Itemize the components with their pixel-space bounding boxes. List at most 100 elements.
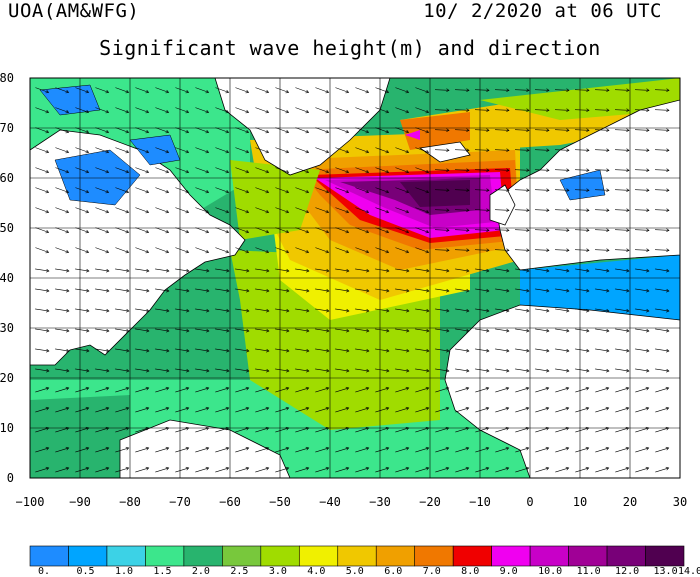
wave-arrow — [375, 406, 390, 413]
wave-arrow — [395, 87, 410, 94]
wave-arrow — [175, 348, 190, 353]
colorbar-swatch — [645, 545, 685, 567]
wave-arrow — [434, 88, 450, 93]
shallow-water-patches — [39, 84, 606, 206]
wave-arrow — [495, 328, 510, 333]
wave-arrow — [615, 268, 630, 273]
wave-arrow — [95, 446, 110, 453]
wave-arrow — [614, 208, 630, 213]
wave-arrow — [435, 308, 450, 313]
wave-arrow — [175, 87, 190, 94]
wave-arrow — [295, 147, 310, 154]
wave-arrow — [375, 328, 390, 333]
wave-arrow — [255, 466, 270, 473]
wave-arrow — [555, 406, 570, 413]
wave-arrow — [155, 406, 170, 413]
wave-arrow — [614, 248, 630, 253]
wave-arrow — [175, 147, 190, 154]
wave-arrow — [235, 386, 250, 393]
colorbar-swatch — [491, 545, 531, 567]
wave-arrow — [215, 466, 230, 473]
wave-arrow — [315, 348, 330, 353]
wave-arrow — [55, 147, 70, 154]
wave-arrow — [235, 368, 250, 373]
wave-arrow — [475, 308, 490, 313]
wave-arrow — [155, 147, 170, 154]
wave-arrow — [455, 466, 470, 473]
colorbar-swatch — [337, 545, 377, 567]
latitude-tick-label: 40 — [0, 271, 14, 285]
wave-arrow — [235, 187, 250, 194]
wave-arrow — [654, 168, 670, 173]
wave-arrow — [495, 348, 510, 353]
wave-arrow — [295, 187, 310, 194]
wave-arrow — [434, 108, 450, 113]
wave-arrow — [195, 87, 210, 94]
wave-arrow — [555, 386, 570, 393]
wave-arrow — [335, 187, 350, 194]
wave-arrow — [55, 446, 70, 453]
wave-arrow — [115, 328, 130, 333]
wave-arrow — [215, 406, 230, 413]
latitude-tick-label: 0 — [7, 471, 14, 485]
wave-arrow — [595, 446, 610, 453]
wave-arrow — [375, 207, 390, 214]
wave-arrow — [655, 268, 670, 273]
wave-arrow — [514, 228, 530, 233]
wave-arrow — [454, 228, 470, 233]
wave-arrow — [415, 247, 430, 254]
wave-arrow — [275, 368, 290, 373]
wave-arrow — [495, 406, 510, 413]
wave-arrow — [375, 107, 390, 114]
wave-arrow — [255, 167, 270, 174]
wave-arrow — [435, 288, 450, 293]
wave-arrow — [235, 446, 250, 453]
wave-arrow — [654, 208, 670, 213]
wave-arrow — [335, 167, 350, 174]
wave-arrow — [75, 426, 90, 433]
wave-arrow — [534, 108, 550, 113]
wave-arrow — [435, 466, 450, 473]
colorbar-label: 1.0 — [114, 566, 133, 577]
longitude-tick-label: −70 — [169, 495, 191, 509]
latitude-tick-label: 30 — [0, 321, 14, 335]
wave-arrow — [155, 227, 170, 234]
wave-arrow — [335, 288, 350, 293]
wave-arrow — [355, 107, 370, 114]
colorbar-swatch — [606, 545, 646, 567]
wave-arrow — [115, 348, 130, 353]
wave-arrow — [615, 466, 630, 473]
wave-arrow — [115, 147, 130, 154]
wave-arrow — [534, 168, 550, 173]
wave-arrow — [195, 127, 210, 134]
wave-arrow — [574, 88, 590, 93]
wave-arrow — [614, 168, 630, 173]
wave-arrow — [75, 227, 90, 234]
wave-arrow — [415, 406, 430, 413]
wave-arrow — [55, 466, 70, 473]
wave-arrow — [514, 188, 530, 193]
wave-arrow — [554, 88, 570, 93]
wave-arrow — [195, 386, 210, 393]
wave-arrow — [474, 168, 490, 173]
wave-arrow — [395, 207, 410, 214]
wave-arrow — [95, 107, 110, 114]
wave-arrow — [395, 348, 410, 353]
colorbar — [29, 545, 685, 567]
wave-arrow — [155, 466, 170, 473]
wave-arrow — [315, 147, 330, 154]
colorbar-label: 9.0 — [499, 566, 518, 577]
colorbar-swatch — [260, 545, 300, 567]
longitude-tick-label: −30 — [369, 495, 391, 509]
longitude-tick-label: 20 — [623, 495, 637, 509]
wave-arrow — [275, 406, 290, 413]
wave-arrow — [315, 386, 330, 393]
wave-arrow — [295, 368, 310, 373]
wave-arrow — [555, 288, 570, 293]
wave-arrow — [455, 288, 470, 293]
colorbar-swatch — [568, 545, 608, 567]
wave-arrow — [335, 446, 350, 453]
wave-arrow — [395, 446, 410, 453]
colorbar-label: 12.0 — [615, 566, 640, 577]
wave-arrow — [175, 268, 190, 273]
